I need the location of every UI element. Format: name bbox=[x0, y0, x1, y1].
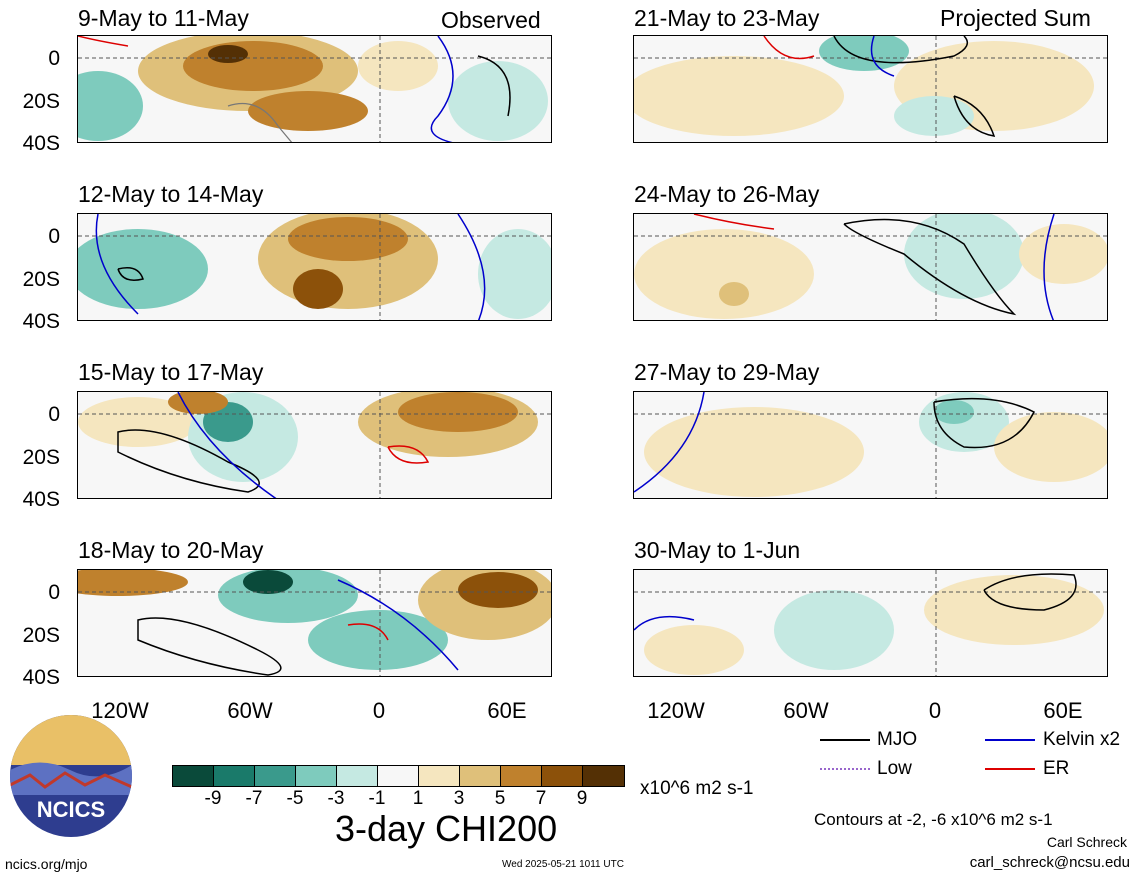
colorbar-tick: 1 bbox=[412, 788, 424, 809]
colorbar-tick: 5 bbox=[494, 788, 506, 809]
er-legend-line bbox=[985, 768, 1035, 770]
chi200-field-map bbox=[78, 570, 551, 676]
low-legend-line bbox=[820, 768, 870, 770]
map-panel bbox=[633, 213, 1108, 321]
panel-title: 12-May to 14-May bbox=[78, 181, 264, 207]
x-axis-label: 0 bbox=[928, 698, 942, 723]
y-axis-label: 40S bbox=[22, 666, 60, 689]
colorbar-swatch bbox=[542, 766, 583, 786]
panel-title: 24-May to 26-May bbox=[634, 181, 820, 207]
colorbar-units: x10^6 m2 s-1 bbox=[640, 778, 754, 799]
panel-title: 30-May to 1-Jun bbox=[634, 537, 801, 563]
y-axis-label: 0 bbox=[48, 403, 60, 426]
colorbar-swatch bbox=[337, 766, 378, 786]
map-panel bbox=[77, 391, 552, 499]
map-panel bbox=[77, 569, 552, 677]
colorbar-tick: -7 bbox=[245, 788, 263, 809]
chi200-field-map bbox=[634, 392, 1107, 498]
projected-sum-label: Projected Sum bbox=[940, 5, 1091, 31]
colorbar-tick: -9 bbox=[204, 788, 222, 809]
panel-title: 9-May to 11-May bbox=[78, 5, 249, 31]
credit-email: carl_schreck@ncsu.edu bbox=[969, 854, 1130, 871]
colorbar-title: 3-day CHI200 bbox=[335, 808, 558, 849]
y-axis-label: 0 bbox=[48, 225, 60, 248]
low-legend-label: Low bbox=[877, 758, 912, 779]
chi200-field-map bbox=[78, 214, 551, 320]
kelvin-legend-label: Kelvin x2 bbox=[1043, 729, 1121, 750]
y-axis-label: 20S bbox=[22, 90, 60, 113]
credit-name: Carl Schreck bbox=[1046, 834, 1127, 850]
colorbar-tick: 3 bbox=[453, 788, 465, 809]
y-axis-label: 0 bbox=[48, 47, 60, 70]
colorbar-tick: 7 bbox=[535, 788, 547, 809]
y-axis-label: 40S bbox=[22, 132, 60, 155]
chi200-field-map bbox=[78, 36, 551, 142]
mjo-legend-label: MJO bbox=[877, 729, 918, 750]
kelvin-legend-line bbox=[985, 739, 1035, 741]
colorbar-swatch bbox=[173, 766, 214, 786]
colorbar-swatch bbox=[296, 766, 337, 786]
chi200-field-map bbox=[634, 36, 1107, 142]
y-axis-label: 20S bbox=[22, 446, 60, 469]
y-axis-label: 40S bbox=[22, 488, 60, 511]
colorbar-tick: -3 bbox=[327, 788, 345, 809]
y-axis-label: 20S bbox=[22, 268, 60, 291]
chi200-field-map bbox=[634, 570, 1107, 676]
x-axis-label: 60W bbox=[227, 698, 273, 723]
colorbar-swatch bbox=[583, 766, 624, 786]
er-legend-label: ER bbox=[1043, 758, 1070, 779]
x-axis-label: 0 bbox=[372, 698, 386, 723]
contours-note: Contours at -2, -6 x10^6 m2 s-1 bbox=[814, 810, 1053, 829]
chi200-field-map bbox=[634, 214, 1107, 320]
y-axis-label: 40S bbox=[22, 310, 60, 333]
x-axis-label: 60E bbox=[487, 698, 527, 723]
map-panel bbox=[633, 569, 1108, 677]
ncics-logo: NCICS bbox=[10, 715, 132, 837]
panel-title: 21-May to 23-May bbox=[634, 5, 820, 31]
colorbar-swatch bbox=[419, 766, 460, 786]
panel-title: 18-May to 20-May bbox=[78, 537, 264, 563]
colorbar-swatch bbox=[378, 766, 419, 786]
map-panel bbox=[77, 213, 552, 321]
y-axis-label: 20S bbox=[22, 624, 60, 647]
colorbar-tick: -5 bbox=[286, 788, 304, 809]
colorbar-swatch bbox=[460, 766, 501, 786]
panel-title: 27-May to 29-May bbox=[634, 359, 820, 385]
map-panel bbox=[633, 391, 1108, 499]
x-axis-label: 60W bbox=[783, 698, 829, 723]
panel-title: 15-May to 17-May bbox=[78, 359, 264, 385]
footer-timestamp: Wed 2025-05-21 1011 UTC bbox=[502, 859, 624, 870]
observed-label: Observed bbox=[441, 7, 541, 33]
colorbar-tick: -1 bbox=[368, 788, 386, 809]
logo-text: NCICS bbox=[36, 797, 106, 822]
colorbar-tick: 9 bbox=[576, 788, 588, 809]
chi200-field-map bbox=[78, 392, 551, 498]
colorbar-swatch bbox=[501, 766, 542, 786]
map-panel bbox=[77, 35, 552, 143]
colorbar-swatch bbox=[214, 766, 255, 786]
footer-url: ncics.org/mjo bbox=[5, 856, 88, 872]
x-axis-label: 60E bbox=[1043, 698, 1083, 723]
x-axis-label: 120W bbox=[647, 698, 705, 723]
map-panel bbox=[633, 35, 1108, 143]
colorbar-swatch bbox=[255, 766, 296, 786]
y-axis-label: 0 bbox=[48, 581, 60, 604]
mjo-legend-line bbox=[820, 739, 870, 741]
colorbar bbox=[172, 765, 625, 787]
